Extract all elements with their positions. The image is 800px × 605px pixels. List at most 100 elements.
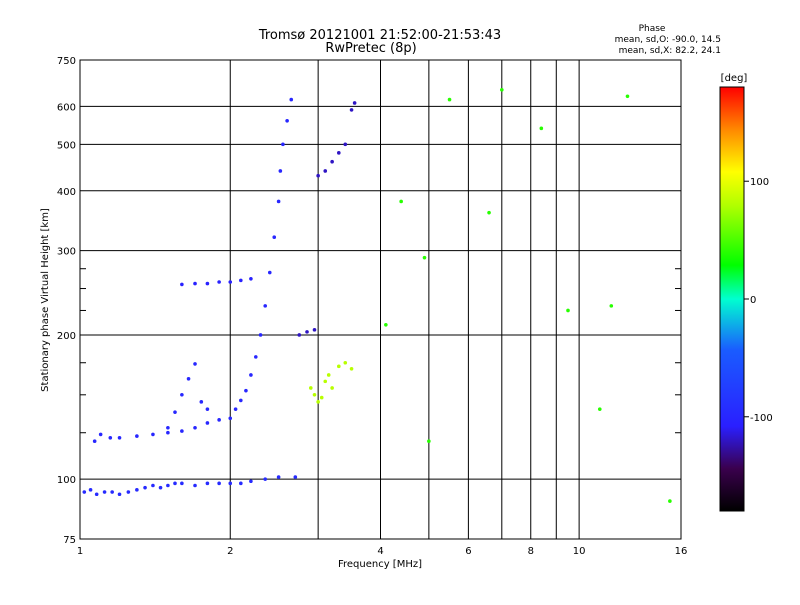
data-point — [233, 407, 238, 411]
y-tick-label: 100 — [57, 475, 76, 486]
data-point — [422, 255, 427, 260]
x-axis-label: Frequency [MHz] — [338, 559, 422, 570]
x-tick-label: 8 — [528, 546, 534, 557]
chart-subtitle: RwPretec (8p) — [325, 41, 416, 56]
data-point — [166, 426, 170, 430]
data-point — [384, 323, 388, 327]
data-point — [166, 430, 170, 435]
data-point — [312, 393, 317, 397]
colorbar-label: [deg] — [721, 73, 748, 84]
data-point — [217, 481, 221, 486]
data-point — [94, 492, 99, 497]
data-point — [597, 407, 602, 411]
data-point — [205, 421, 210, 425]
data-point — [92, 439, 97, 444]
data-point — [249, 276, 253, 281]
colorbar-tick-label: -100 — [750, 413, 773, 424]
plot-frame — [79, 59, 682, 540]
data-point — [267, 270, 272, 275]
data-point — [263, 304, 268, 308]
colorbar — [719, 86, 745, 512]
data-point — [217, 280, 221, 284]
data-point — [487, 210, 491, 215]
data-point — [285, 118, 289, 123]
phase-title: Phase — [639, 24, 666, 34]
data-point — [447, 97, 452, 102]
colorbar-tick-label: 0 — [750, 295, 756, 306]
data-point — [316, 173, 320, 178]
data-point — [88, 488, 93, 492]
x-tick-label: 1 — [77, 546, 83, 557]
data-point — [399, 199, 403, 204]
data-point — [82, 490, 87, 494]
data-point — [297, 333, 302, 337]
data-point — [668, 499, 672, 503]
data-point — [143, 485, 147, 490]
y-tick-label: 400 — [57, 187, 76, 198]
data-points — [82, 87, 672, 503]
data-point — [337, 151, 341, 155]
x-tick-label: 16 — [675, 546, 688, 557]
data-point — [319, 395, 324, 400]
chart-title: Tromsø 20121001 21:52:00-21:53:43 — [258, 28, 501, 43]
data-point — [151, 432, 155, 437]
data-point — [166, 483, 170, 488]
data-point — [272, 235, 277, 239]
data-point — [253, 355, 258, 359]
colorbar-tick-label: 100 — [750, 177, 769, 188]
y-tick-label: 750 — [57, 56, 76, 67]
data-point — [337, 364, 341, 369]
data-point — [263, 477, 268, 481]
data-point — [193, 281, 197, 286]
data-point — [205, 481, 210, 486]
data-point — [566, 308, 570, 313]
x-tick-label: 6 — [465, 546, 471, 557]
data-point — [193, 483, 197, 488]
data-point — [117, 435, 122, 440]
data-point — [151, 483, 155, 488]
data-point — [98, 432, 103, 437]
data-point — [199, 400, 204, 404]
data-point — [217, 418, 221, 422]
data-point — [316, 400, 320, 404]
phase-line-o: mean, sd,O: -90.0, 14.5 — [615, 35, 721, 45]
data-point — [193, 362, 197, 366]
y-tick-label: 600 — [57, 102, 76, 113]
y-tick-label: 500 — [57, 140, 76, 151]
data-point — [239, 481, 243, 486]
data-point — [343, 360, 348, 365]
data-point — [352, 101, 357, 105]
data-point — [326, 373, 331, 377]
data-point — [249, 373, 253, 377]
x-tick-label: 2 — [227, 546, 233, 557]
data-point — [135, 488, 139, 492]
data-point — [228, 280, 233, 284]
colorbar-ticks: 100 0 -100 — [744, 177, 773, 424]
data-point — [158, 485, 163, 490]
data-point — [239, 278, 243, 283]
data-point — [281, 142, 285, 147]
data-point — [349, 366, 354, 371]
data-point — [193, 426, 197, 430]
data-point — [180, 393, 184, 397]
data-point — [276, 199, 281, 204]
data-point — [289, 97, 294, 102]
data-point — [228, 416, 233, 421]
grid-lines — [80, 60, 681, 539]
x-tick-label: 4 — [377, 546, 383, 557]
data-point — [539, 126, 544, 131]
data-point — [108, 435, 113, 440]
data-point — [625, 94, 630, 99]
data-point — [308, 386, 313, 390]
data-point — [312, 328, 317, 332]
y-axis-label: Stationary phase Virtual Height [km] — [40, 208, 51, 392]
data-point — [228, 481, 233, 486]
data-point — [305, 330, 309, 334]
axis-ticks: 1 2 4 6 8 10 16 75 100 200 300 400 500 600 750 — [57, 56, 687, 557]
y-tick-label: 75 — [63, 535, 76, 546]
data-point — [135, 434, 139, 438]
data-point — [249, 479, 253, 484]
data-point — [276, 475, 281, 479]
